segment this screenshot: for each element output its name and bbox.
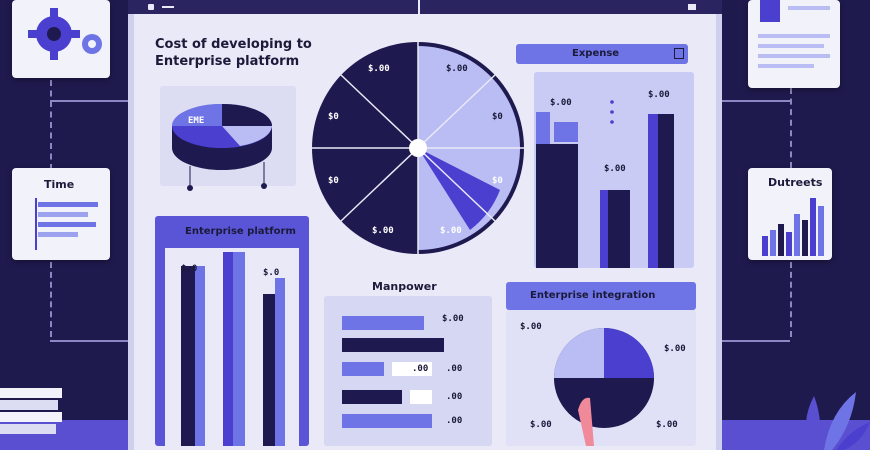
connector-line [50,262,52,337]
connector-line [790,88,792,168]
connector-line [50,80,52,170]
integration-pie-chart [554,328,654,446]
bar-value-label: $.0 [263,268,280,278]
radial-label: $0 [328,112,339,122]
pie-3d-panel: EME [160,86,296,191]
expense-bar-chart [536,100,674,268]
manpower-title: Manpower [372,280,437,293]
radial-chart [312,42,524,254]
bar-value-label: .00 [446,364,463,374]
connector-line [722,340,790,342]
pie-value-label: $.00 [664,344,686,354]
integration-panel: $.00 $.00 $.00 $.00 [506,310,696,446]
dutreets-bars [762,198,824,256]
expense-header-title: Expense [572,48,620,59]
integration-title: Enterprise integration [530,290,656,301]
expense-bar-panel: $.00 $.00 $.00 [534,72,694,268]
expand-icon[interactable] [674,48,684,59]
connector-line [50,340,128,342]
bar-value-label: .00 [446,416,463,426]
connector-line [722,100,790,102]
bar-value-label: $.00 [604,164,626,174]
gear-icon [28,8,102,60]
bar-value-label: .00 [412,364,429,374]
time-card: Time [12,168,110,260]
document-card [748,0,840,88]
pie-value-label: $.00 [656,420,678,430]
radial-label: $.00 [368,64,390,74]
bar-value-label: $.0 [181,264,198,274]
document-icon [758,0,830,68]
enterprise-panel-title: Enterprise platform [185,226,296,237]
manpower-panel: $.00 .00 .00 .00 .00 [324,296,492,446]
pie-label: EME [188,116,205,126]
dutreets-card-title: Dutreets [768,176,823,189]
integration-header: Enterprise integration [506,282,696,310]
radial-label: $.00 [372,226,394,236]
manpower-bar-chart [342,316,444,428]
bar-value-label: $.00 [442,314,464,324]
connector-line [50,100,128,102]
screen-top-bar [128,0,722,14]
bar-value-label: $.00 [550,98,572,108]
expense-header: Expense [516,44,688,64]
bar-value-label: $.00 [648,90,670,100]
books-stack [0,388,62,434]
pie-value-label: $.00 [520,322,542,332]
pie-3d-chart [172,104,272,191]
radial-label: $.00 [440,226,462,236]
bar-value-label: .00 [446,392,463,402]
enterprise-platform-panel: Enterprise platform $.0 $.0 [155,216,309,446]
radial-label: $0 [492,112,503,122]
radial-label: $0 [328,176,339,186]
time-card-title: Time [44,178,75,191]
time-bars [35,198,98,250]
radial-label: $.00 [446,64,468,74]
gears-card [12,0,110,78]
pie-value-label: $.00 [530,420,552,430]
dutreets-card: Dutreets [748,168,832,260]
connector-line [790,262,792,337]
plant-icon [805,392,870,450]
radial-label: $0 [492,176,503,186]
page-title: Cost of developing to Enterprise platfor… [155,37,312,69]
enterprise-bar-chart [181,252,285,446]
